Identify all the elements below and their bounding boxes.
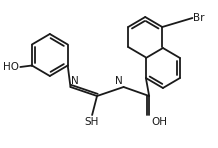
Text: HO: HO	[3, 62, 19, 72]
Text: N: N	[115, 76, 123, 86]
Text: Br: Br	[193, 13, 205, 23]
Text: OH: OH	[151, 117, 167, 127]
Text: N: N	[72, 76, 79, 86]
Text: SH: SH	[84, 117, 98, 127]
